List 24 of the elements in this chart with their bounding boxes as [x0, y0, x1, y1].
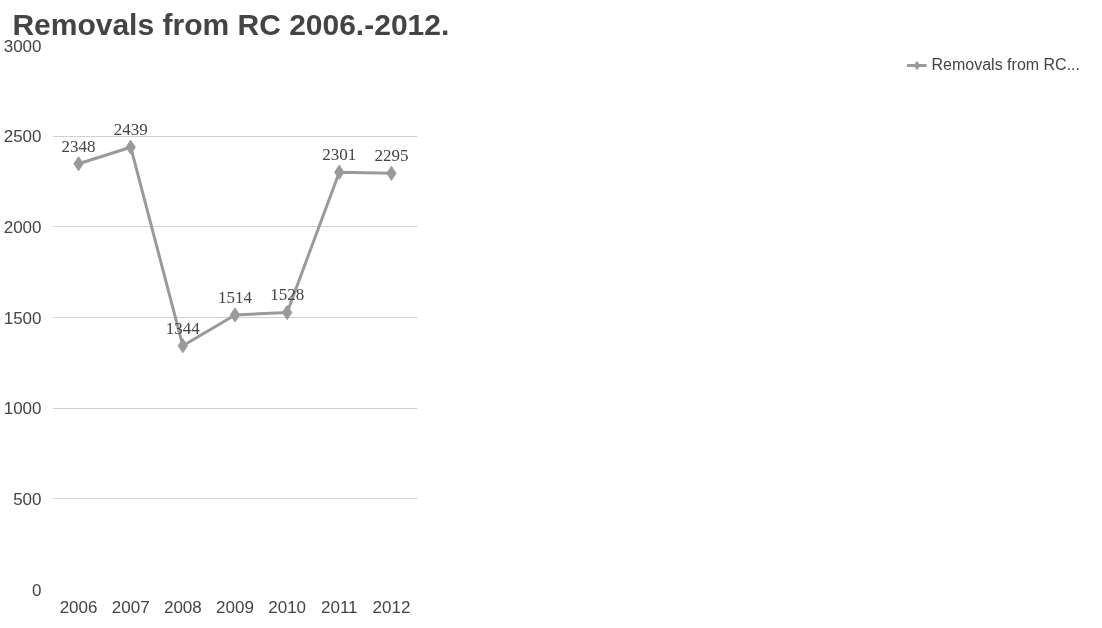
x-tick-label: 2009 — [216, 597, 254, 617]
y-tick-label: 0 — [32, 580, 42, 600]
data-label: 2348 — [61, 136, 96, 156]
x-tick-label: 2010 — [268, 597, 307, 617]
data-label: 2439 — [113, 120, 148, 140]
point — [177, 338, 189, 354]
data-label: 1514 — [218, 287, 253, 307]
x-tick-label: 2012 — [372, 597, 411, 617]
x-tick-label: 2007 — [111, 597, 150, 617]
x-tick-label: 2006 — [59, 597, 98, 617]
data-label: 1528 — [270, 285, 305, 305]
data-label: 2295 — [374, 146, 409, 166]
y-tick-label: 1000 — [3, 399, 42, 419]
y-tick-label: 500 — [13, 489, 42, 509]
point — [229, 307, 241, 323]
x-tick-label: 2011 — [321, 597, 358, 617]
data-label: 1344 — [165, 318, 201, 338]
y-tick-label: 1500 — [3, 308, 42, 328]
x-tick-label: 2008 — [163, 597, 202, 617]
point — [281, 304, 293, 320]
y-tick-label: 2000 — [3, 217, 42, 237]
legend-label: Removals from RC... — [931, 56, 1080, 74]
data-label: 2301 — [322, 145, 357, 165]
y-tick-label: 2500 — [3, 127, 42, 147]
